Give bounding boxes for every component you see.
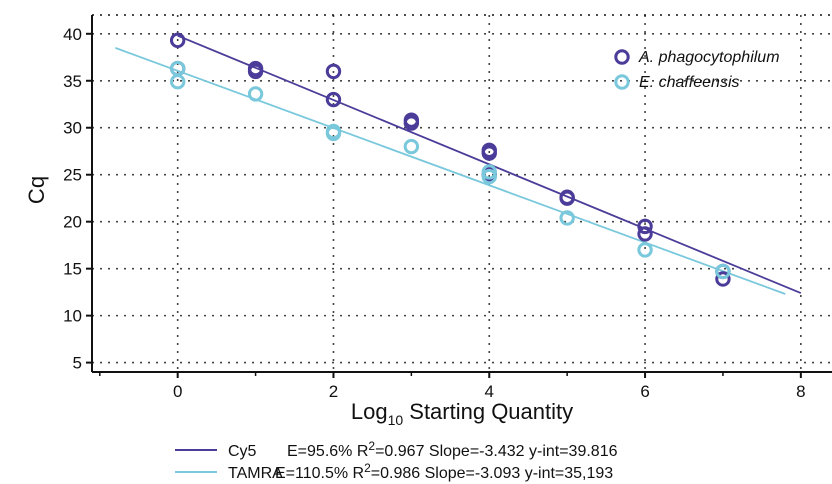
- data-point: [559, 190, 575, 206]
- data-point: [481, 164, 497, 180]
- y-tick-label: 40: [63, 25, 82, 44]
- fit-legend-stats: E=95.6% R2=0.967 Slope=-3.432 y-int=39.8…: [287, 439, 618, 460]
- data-point: [481, 168, 497, 185]
- y-tick-label: 15: [63, 260, 82, 279]
- fit-legend-label: TAMRA: [228, 465, 283, 482]
- data-point: [559, 210, 575, 226]
- x-tick-label: 4: [485, 382, 494, 401]
- data-points: [169, 32, 731, 287]
- y-tick-label: 25: [63, 166, 82, 185]
- y-tick-label: 30: [63, 119, 82, 138]
- legend-label: E. chaffeensis: [639, 74, 740, 91]
- x-tick-label: 0: [173, 382, 182, 401]
- legend-label: A. phagocytophilum: [638, 49, 780, 66]
- legend: A. phagocytophilum E. chaffeensis: [614, 49, 780, 91]
- data-point: [481, 145, 497, 161]
- data-point: [325, 125, 342, 142]
- x-tick-label: 8: [796, 382, 805, 401]
- data-point: [325, 63, 342, 80]
- data-point: [715, 263, 731, 280]
- tick-labels: 5 10 15 20 25 30 35 40 0 2 4 6 8: [63, 25, 805, 401]
- legend-marker: [614, 49, 630, 65]
- legend-marker: [614, 74, 630, 90]
- axes: [91, 14, 832, 373]
- data-point: [715, 271, 731, 287]
- data-point: [403, 138, 420, 155]
- data-point: [325, 91, 342, 108]
- y-axis-label: Cq: [24, 176, 49, 204]
- data-point: [247, 63, 264, 80]
- grid-lines: [92, 15, 832, 372]
- y-tick-label: 20: [63, 213, 82, 232]
- data-point: [637, 218, 653, 235]
- data-point: [247, 86, 264, 102]
- y-tick-label: 35: [63, 72, 82, 91]
- data-point: [637, 226, 653, 242]
- data-point: [637, 242, 653, 258]
- x-tick-label: 6: [640, 382, 649, 401]
- data-point: [169, 74, 186, 90]
- data-point: [403, 115, 420, 131]
- fit-legend-stats: E=110.5% R2=0.986 Slope=-3.093 y-int=35,…: [275, 461, 613, 482]
- fit-line-tamra: [115, 47, 786, 295]
- fit-legend: Cy5 E=95.6% R2=0.967 Slope=-3.432 y-int=3…: [175, 439, 618, 482]
- data-point: [169, 32, 186, 49]
- y-tick-label: 5: [73, 354, 82, 373]
- x-tick-label: 2: [329, 382, 338, 401]
- x-axis-label: Log10 Starting Quantity: [351, 399, 573, 428]
- fit-legend-label: Cy5: [228, 443, 257, 460]
- y-tick-label: 10: [63, 307, 82, 326]
